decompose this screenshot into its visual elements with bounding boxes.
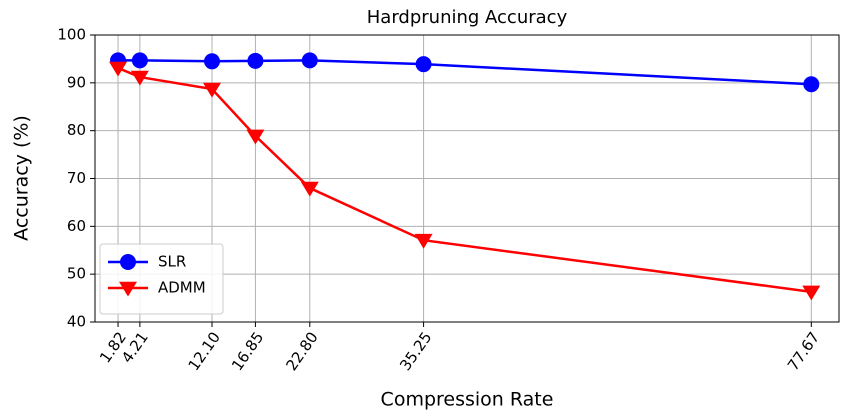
legend-marker (119, 281, 137, 297)
y-tick-label: 100 (57, 26, 86, 44)
x-tick-label: 12.10 (185, 329, 224, 375)
marker (414, 233, 433, 249)
y-tick-label: 60 (67, 217, 86, 235)
x-tick-label: 16.85 (228, 329, 267, 375)
plot-frame (94, 34, 840, 323)
marker (202, 82, 221, 98)
x-tick-label: 77.67 (784, 329, 823, 375)
marker (130, 70, 149, 86)
legend-label: ADMM (158, 279, 206, 297)
marker (803, 76, 820, 93)
marker (203, 53, 220, 70)
marker (109, 61, 128, 77)
y-tick-label: 50 (67, 265, 86, 283)
x-axis-label: Compression Rate (381, 389, 554, 411)
chart-title: Hardpruning Accuracy (367, 7, 568, 28)
marker (247, 52, 264, 69)
y-tick-label: 70 (67, 169, 86, 187)
series-line (118, 59, 812, 86)
y-tick-label: 80 (67, 121, 86, 139)
x-tick-label: 35.25 (396, 329, 435, 375)
marker (802, 285, 821, 301)
x-tick-label: 22.80 (282, 329, 321, 375)
y-tick-label: 90 (67, 73, 86, 91)
marker (301, 52, 318, 69)
marker (131, 52, 148, 69)
marker (415, 56, 432, 73)
y-tick-label: 40 (67, 313, 86, 331)
legend-marker (120, 254, 136, 270)
legend-label: SLR (158, 253, 186, 271)
marker (300, 181, 319, 197)
y-axis-label: Accuracy (%) (11, 115, 33, 241)
marker (246, 129, 265, 145)
